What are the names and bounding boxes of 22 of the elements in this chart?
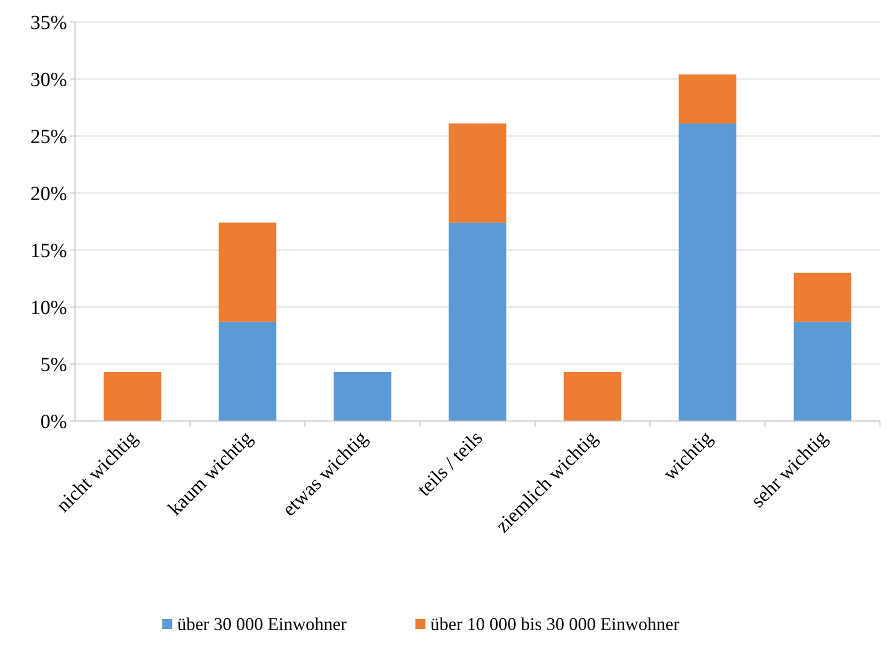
bar (678, 123, 736, 421)
x-tick-label: teils / teils (413, 426, 488, 501)
bar (794, 322, 852, 421)
y-tick-label: 15% (30, 240, 67, 262)
y-tick-label: 25% (30, 126, 67, 148)
bar (448, 222, 506, 421)
bar (218, 222, 276, 322)
y-tick-label: 20% (30, 183, 67, 205)
bar (678, 74, 736, 124)
legend-label: über 10 000 bis 30 000 Einwohner (430, 614, 680, 634)
y-tick-label: 0% (40, 411, 67, 433)
bar (448, 123, 506, 223)
bar (218, 322, 276, 421)
y-tick-label: 30% (30, 69, 67, 91)
y-tick-label: 35% (30, 12, 67, 34)
bar (334, 372, 392, 421)
bar (104, 372, 162, 421)
bar (564, 372, 622, 421)
legend-label: über 30 000 Einwohner (177, 614, 347, 634)
y-tick-label: 5% (40, 354, 67, 376)
y-tick-label: 10% (30, 297, 67, 319)
bar (794, 272, 852, 322)
